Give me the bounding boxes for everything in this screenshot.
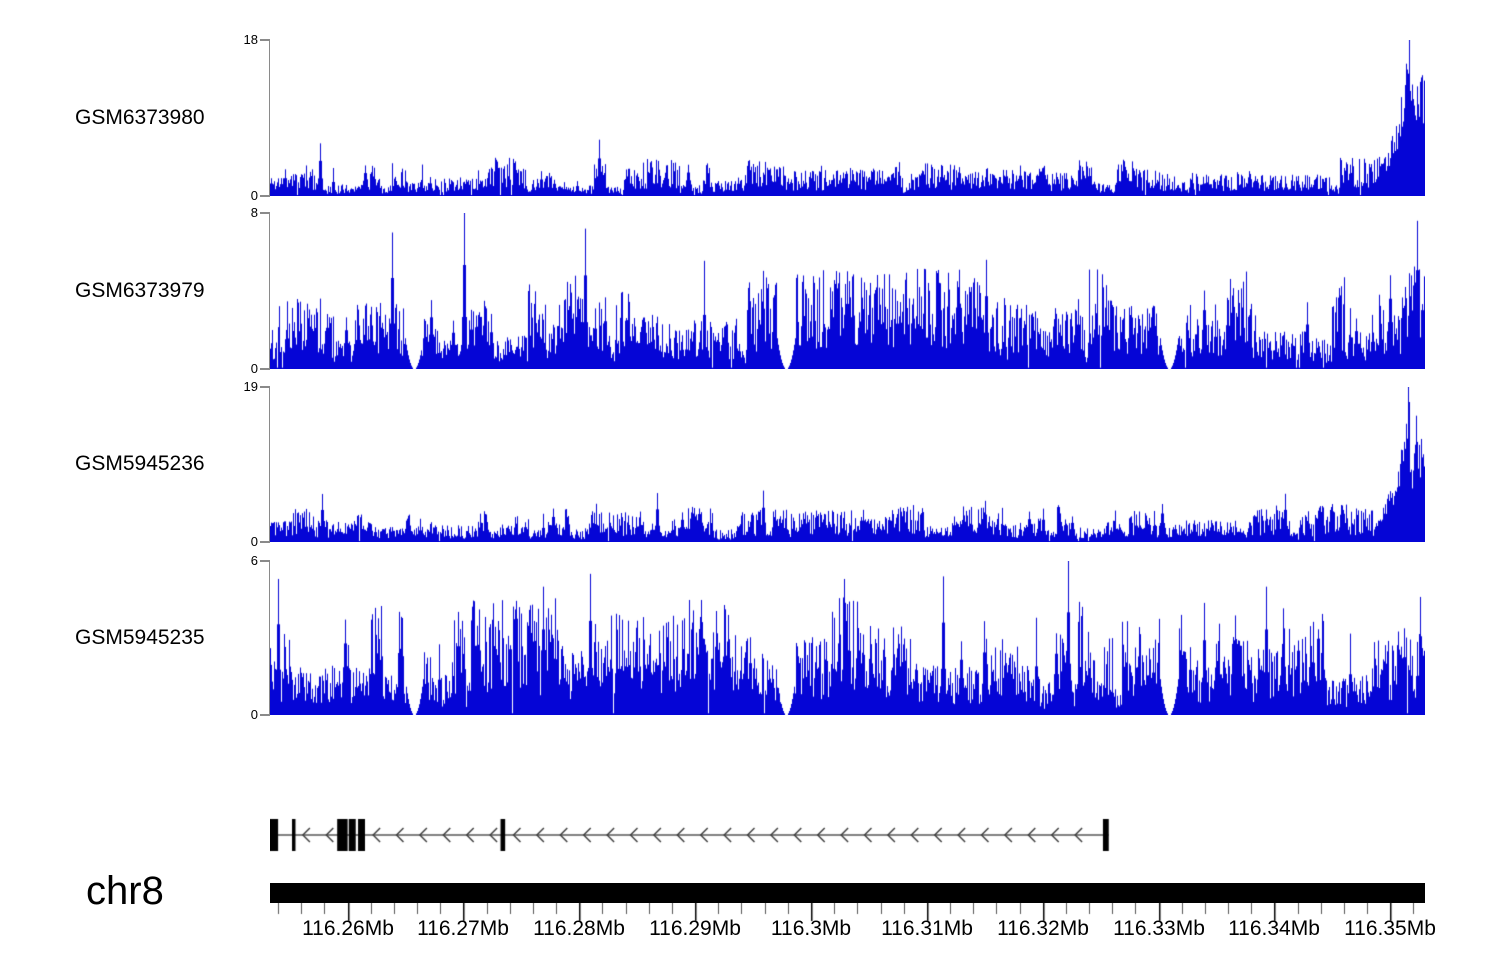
y-axis-top-tick xyxy=(260,386,270,388)
y-axis-max-label: 18 xyxy=(243,32,258,47)
y-axis-max-label: 6 xyxy=(250,553,258,568)
axis-tick-label: 116.29Mb xyxy=(649,917,741,940)
y-axis-top-tick xyxy=(260,39,270,41)
y-axis-top-tick xyxy=(260,212,270,214)
genome-axis-ticks xyxy=(270,903,1425,925)
chromosome-bar xyxy=(270,883,1425,903)
y-axis-min-label: 0 xyxy=(250,188,258,203)
y-axis-line xyxy=(268,40,270,196)
track-label: GSM5945236 xyxy=(75,452,205,475)
coverage-signal xyxy=(270,40,1425,196)
axis-tick-label: 116.33Mb xyxy=(1113,917,1205,940)
track-label: GSM6373980 xyxy=(75,106,205,129)
track-label: GSM5945235 xyxy=(75,626,205,649)
axis-tick-label: 116.34Mb xyxy=(1228,917,1320,940)
y-axis-min-label: 0 xyxy=(250,361,258,376)
y-axis-line xyxy=(268,561,270,715)
track-label: GSM6373979 xyxy=(75,279,205,302)
coverage-signal xyxy=(270,561,1425,715)
axis-tick-label: 116.35Mb xyxy=(1344,917,1436,940)
y-axis-line xyxy=(268,387,270,542)
y-axis-bottom-tick xyxy=(260,368,270,370)
y-axis-max-label: 8 xyxy=(250,205,258,220)
genome-axis-labels: 116.26Mb 116.27Mb 116.28Mb 116.29Mb 116.3Mb 1… xyxy=(270,917,1436,947)
coverage-signal xyxy=(270,213,1425,369)
axis-tick-label: 116.26Mb xyxy=(302,917,394,940)
y-axis-top-tick xyxy=(260,560,270,562)
axis-tick-label: 116.32Mb xyxy=(997,917,1089,940)
y-axis-min-label: 0 xyxy=(250,534,258,549)
y-axis-bottom-tick xyxy=(260,541,270,543)
axis-tick-label: 116.28Mb xyxy=(533,917,625,940)
chromosome-label: chr8 xyxy=(86,869,164,913)
axis-tick-label: 116.3Mb xyxy=(770,917,852,940)
gene-model-track xyxy=(270,817,1130,853)
axis-tick-label: 116.31Mb xyxy=(881,917,973,940)
y-axis-line xyxy=(268,213,270,369)
coverage-signal xyxy=(270,387,1425,542)
y-axis-min-label: 0 xyxy=(250,707,258,722)
y-axis-bottom-tick xyxy=(260,195,270,197)
y-axis-max-label: 19 xyxy=(243,379,258,394)
axis-tick-label: 116.27Mb xyxy=(417,917,509,940)
y-axis-bottom-tick xyxy=(260,714,270,716)
